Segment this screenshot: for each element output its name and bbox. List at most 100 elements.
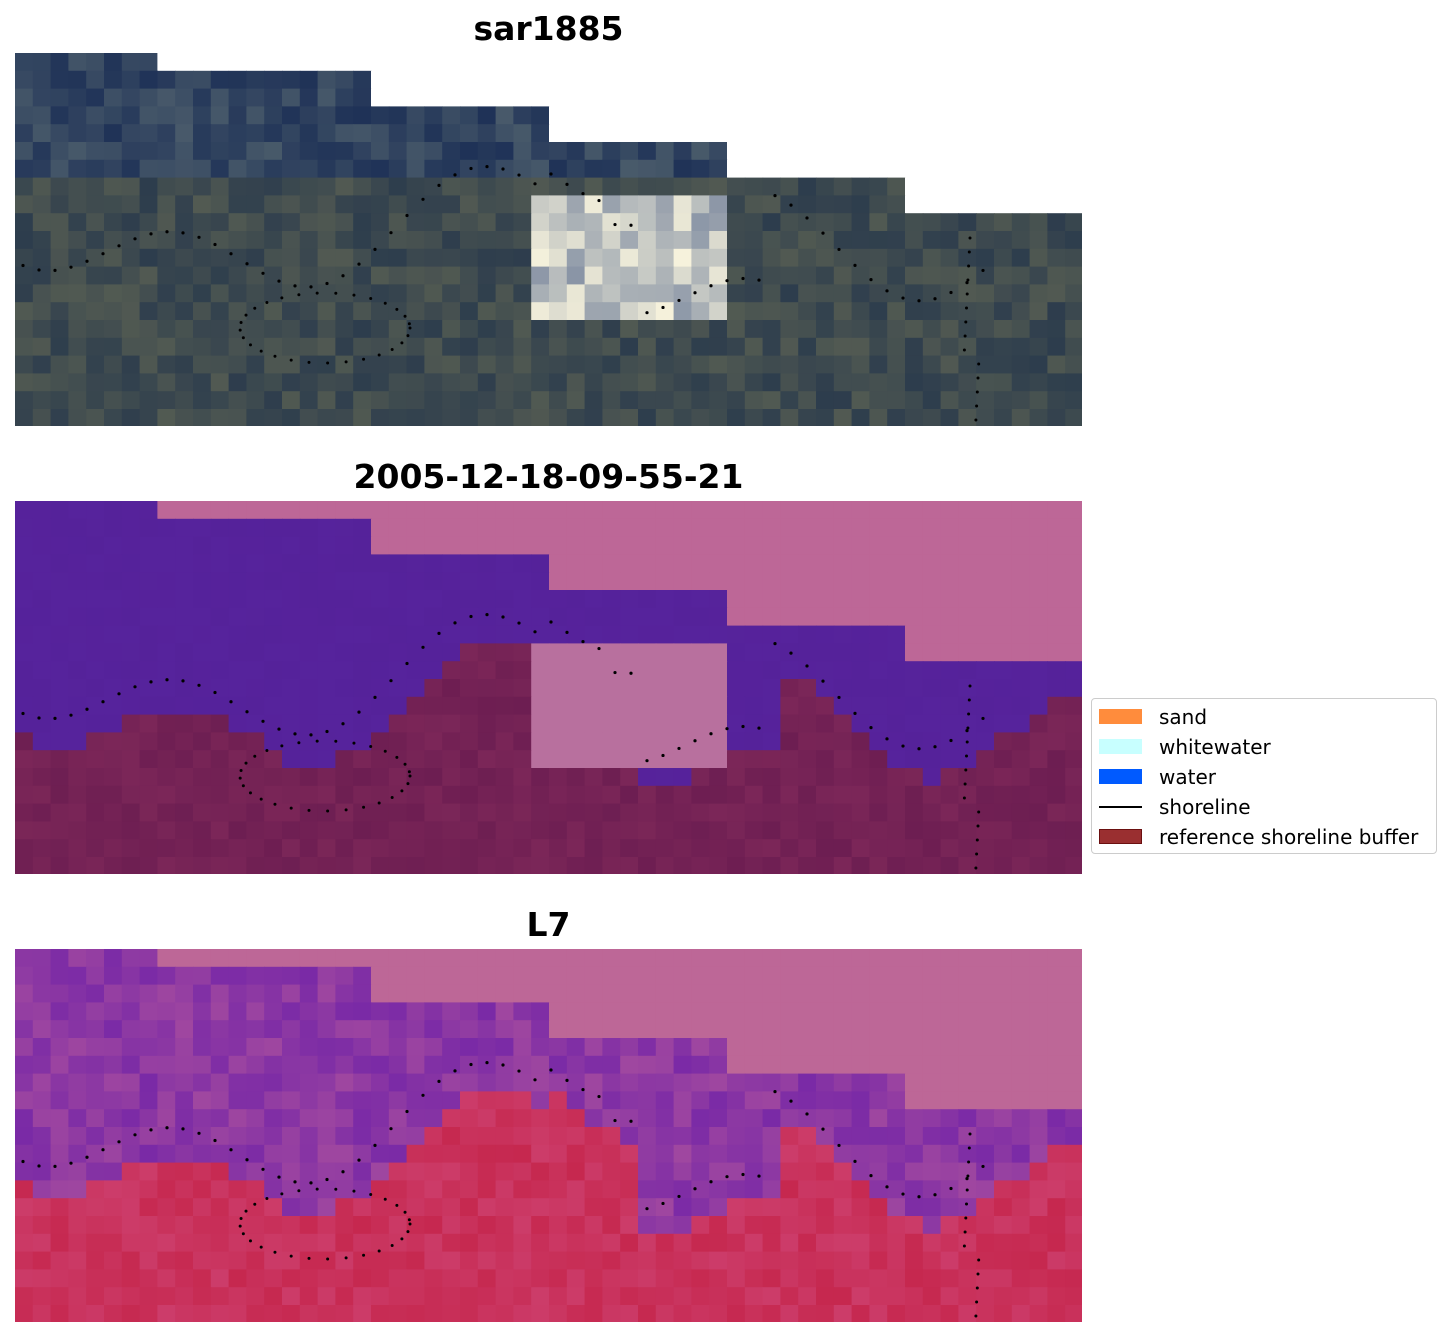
shoreline-point — [976, 376, 980, 380]
pixel-cell — [940, 661, 959, 680]
shoreline-point — [975, 1300, 979, 1304]
pixel-cell — [228, 231, 247, 250]
pixel-cell — [905, 1251, 924, 1270]
pixel-cell — [424, 984, 443, 1003]
reference-buffer-swatch — [1099, 829, 1142, 844]
pixel-cell — [655, 88, 675, 107]
pixel-cell — [744, 1269, 764, 1288]
pixel-cell — [68, 409, 87, 426]
pixel-cell — [1029, 1269, 1048, 1288]
pixel-cell — [816, 1305, 835, 1322]
pixel-cell — [228, 1287, 247, 1306]
pixel-cell — [905, 1002, 924, 1021]
pixel-cell — [584, 1038, 603, 1057]
pixel-cell — [86, 213, 105, 232]
pixel-cell — [638, 53, 657, 72]
pixel-cell — [513, 857, 532, 874]
pixel-cell — [798, 607, 817, 627]
pixel-cell — [744, 572, 764, 591]
pixel-cell — [816, 768, 835, 787]
pixel-cell — [727, 554, 746, 573]
shoreline-point — [501, 167, 505, 171]
pixel-cell — [869, 949, 888, 968]
pixel-cell — [1047, 821, 1066, 840]
pixel-cell — [299, 1109, 319, 1128]
pixel-cell — [1065, 177, 1082, 196]
pixel-cell — [1011, 142, 1031, 161]
pixel-cell — [584, 1073, 603, 1092]
pixel-cell — [121, 248, 141, 268]
pixel-cell — [1011, 177, 1031, 196]
pixel-cell — [994, 1109, 1013, 1128]
pixel-cell — [887, 1180, 906, 1199]
pixel-cell — [264, 785, 283, 805]
pixel-cell — [104, 785, 123, 805]
pixel-cell — [388, 518, 408, 538]
pixel-cell — [228, 195, 247, 214]
pixel-cell — [691, 248, 710, 268]
pixel-cell — [104, 1216, 123, 1235]
pixel-cell — [531, 1091, 550, 1110]
pixel-cell — [50, 1198, 69, 1217]
pixel-cell — [994, 572, 1013, 591]
shoreline-point — [344, 808, 348, 812]
pixel-cell — [940, 266, 959, 285]
shoreline-point — [517, 621, 521, 625]
pixel-cell — [566, 70, 586, 90]
pixel-cell — [157, 536, 176, 555]
pixel-cell — [833, 1038, 853, 1057]
pixel-cell — [175, 53, 194, 72]
pixel-cell — [602, 1002, 621, 1021]
pixel-cell — [193, 391, 212, 410]
pixel-cell — [922, 1216, 942, 1235]
pixel-cell — [210, 1269, 230, 1288]
pixel-cell — [531, 266, 550, 285]
pixel-cell — [139, 373, 158, 392]
panel-title-index: L7 — [526, 905, 571, 944]
pixel-cell — [851, 750, 870, 769]
pixel-cell — [121, 177, 141, 196]
shoreline-point — [309, 733, 313, 737]
pixel-cell — [228, 625, 247, 644]
pixel-cell — [477, 966, 497, 986]
pixel-cell — [958, 1091, 977, 1110]
pixel-cell — [673, 1109, 692, 1128]
pixel-cell — [353, 554, 372, 573]
pixel-cell — [798, 409, 817, 426]
pixel-cell — [86, 839, 105, 858]
shoreline-point — [709, 1180, 713, 1184]
pixel-cell — [371, 284, 390, 303]
pixel-cell — [566, 750, 586, 769]
pixel-cell — [922, 679, 942, 698]
pixel-cell — [905, 106, 924, 125]
pixel-cell — [709, 1038, 728, 1057]
pixel-cell — [887, 732, 906, 751]
pixel-cell — [210, 1020, 230, 1039]
pixel-cell — [709, 373, 728, 392]
pixel-cell — [299, 732, 319, 751]
pixel-cell — [424, 302, 443, 321]
pixel-cell — [549, 1305, 568, 1322]
pixel-cell — [513, 373, 532, 392]
pixel-cell — [371, 337, 390, 357]
pixel-cell — [157, 661, 176, 680]
shoreline-point — [501, 615, 505, 619]
pixel-cell — [442, 572, 461, 591]
pixel-cell — [32, 625, 52, 644]
pixel-cell — [1047, 248, 1066, 268]
pixel-cell — [371, 266, 390, 285]
pixel-cell — [549, 231, 568, 250]
pixel-cell — [780, 839, 799, 858]
pixel-cell — [335, 53, 354, 72]
pixel-cell — [282, 714, 301, 733]
pixel-cell — [833, 839, 853, 858]
pixel-cell — [388, 803, 408, 822]
pixel-cell — [620, 607, 639, 627]
pixel-cell — [477, 53, 497, 72]
pixel-cell — [905, 284, 924, 303]
pixel-cell — [833, 409, 853, 426]
pixel-cell — [1047, 625, 1066, 644]
pixel-cell — [922, 409, 942, 426]
pixel-cell — [121, 518, 141, 538]
pixel-cell — [424, 1020, 443, 1039]
